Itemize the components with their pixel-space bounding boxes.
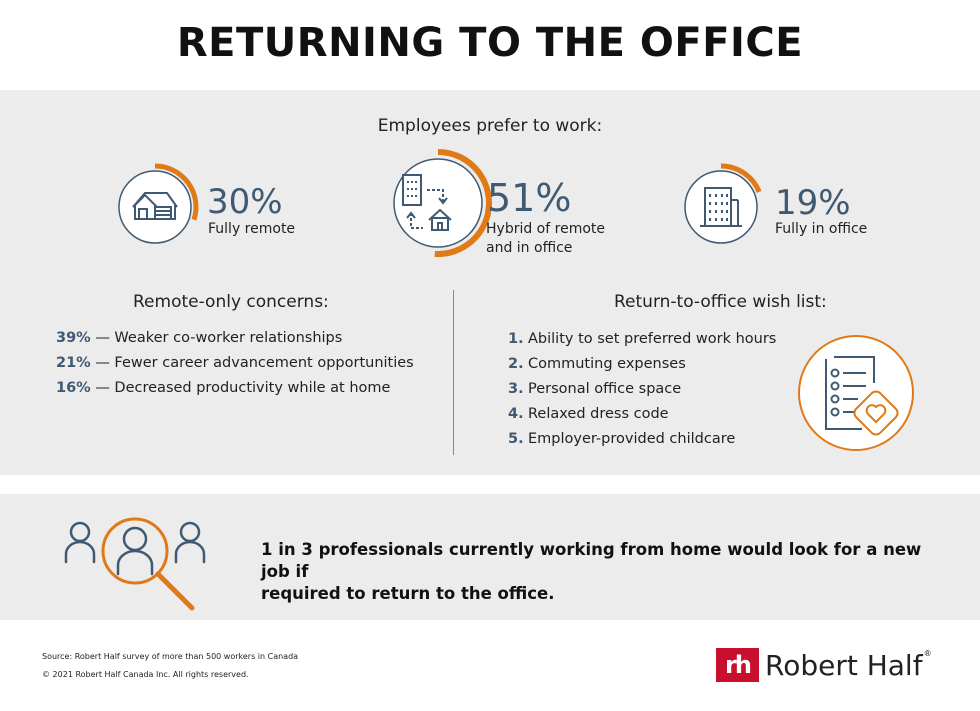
office-label-line1: Fully in office xyxy=(775,221,868,237)
callout-text: 1 in 3 professionals currently working f… xyxy=(261,539,941,605)
wishlist-num: 5. xyxy=(508,431,524,447)
robert-half-logo: rh Robert Half® xyxy=(716,648,932,682)
hybrid-ring xyxy=(393,149,492,257)
wishlist-heading: Return-to-office wish list: xyxy=(614,292,827,312)
wishlist-num: 2. xyxy=(508,356,524,372)
remote-label-line1: Fully remote xyxy=(208,221,296,237)
office-share-arc xyxy=(720,163,762,193)
source-note: Source: Robert Half survey of more than … xyxy=(42,652,299,661)
wishlist-num: 1. xyxy=(508,331,524,347)
people-search-icon xyxy=(64,517,206,611)
hybrid-label-line1: Hybrid of remote xyxy=(486,221,605,237)
column-divider xyxy=(453,290,454,455)
logo-mark-text: rh xyxy=(725,651,752,679)
callout-line1: 1 in 3 professionals currently working f… xyxy=(261,540,922,581)
wishlist-text: Employer-provided childcare xyxy=(528,431,736,447)
logo-registered: ® xyxy=(923,648,932,658)
logo-wordmark: Robert Half xyxy=(765,648,923,682)
wishlist-num: 4. xyxy=(508,406,524,422)
wishlist-item: 2. Commuting expenses xyxy=(508,356,686,372)
wishlist-item: 1. Ability to set preferred work hours xyxy=(508,331,776,347)
checklist-heart-icon xyxy=(798,335,914,451)
copyright-note: © 2021 Robert Half Canada Inc. All right… xyxy=(42,670,249,679)
hybrid-label-line2: and in office xyxy=(486,240,573,256)
concerns-heading: Remote-only concerns: xyxy=(133,292,329,312)
wishlist-item: 3. Personal office space xyxy=(508,381,681,397)
concern-pct: 39% xyxy=(56,330,91,346)
office-label: Fully in office xyxy=(775,220,867,239)
office-ring xyxy=(684,163,762,244)
office-to-home-icon xyxy=(402,174,452,231)
wishlist-text: Commuting expenses xyxy=(528,356,686,372)
remote-percent: 30% xyxy=(207,182,283,222)
wishlist-item: 5. Employer-provided childcare xyxy=(508,431,735,447)
house-icon xyxy=(132,192,178,220)
remote-label: Fully remote xyxy=(208,220,295,239)
wishlist-text: Ability to set preferred work hours xyxy=(528,331,777,347)
callout-panel xyxy=(0,494,980,620)
concern-text: — Decreased productivity while at home xyxy=(90,380,391,396)
office-building-icon xyxy=(700,187,742,227)
wishlist-text: Personal office space xyxy=(528,381,682,397)
hybrid-share-arc xyxy=(434,149,492,257)
concern-text: — Weaker co-worker relationships xyxy=(90,330,343,346)
page-title: RETURNING TO THE OFFICE xyxy=(176,20,804,66)
concern-item: 39% — Weaker co-worker relationships xyxy=(56,330,342,346)
concern-pct: 16% xyxy=(56,380,91,396)
office-percent: 19% xyxy=(775,183,851,223)
remote-share-arc xyxy=(154,163,199,221)
prefer-heading: Employees prefer to work: xyxy=(377,116,603,136)
logo-text: Robert Half® xyxy=(765,649,932,682)
wishlist-num: 3. xyxy=(508,381,524,397)
concern-text: — Fewer career advancement opportunities xyxy=(90,355,414,371)
remote-ring xyxy=(118,163,199,244)
wishlist-item: 4. Relaxed dress code xyxy=(508,406,669,422)
wishlist-text: Relaxed dress code xyxy=(528,406,669,422)
hybrid-percent: 51% xyxy=(487,176,572,220)
concern-item: 16% — Decreased productivity while at ho… xyxy=(56,380,390,396)
logo-mark: rh xyxy=(716,648,759,682)
concern-pct: 21% xyxy=(56,355,91,371)
callout-line2: required to return to the office. xyxy=(261,584,555,603)
concern-item: 21% — Fewer career advancement opportuni… xyxy=(56,355,414,371)
hybrid-label: Hybrid of remote and in office xyxy=(486,220,605,258)
